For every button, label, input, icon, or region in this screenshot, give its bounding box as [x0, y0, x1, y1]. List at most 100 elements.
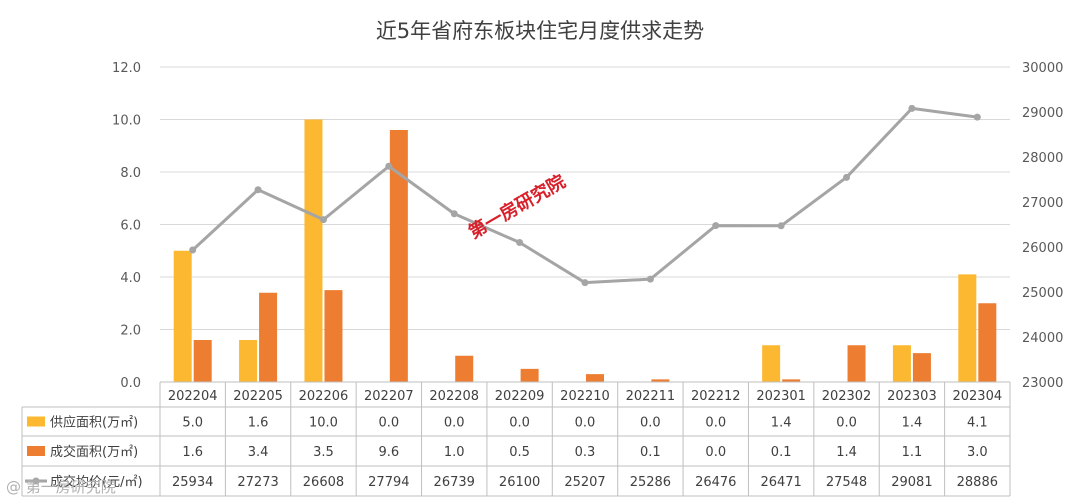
legend-key-marker: [32, 477, 40, 485]
table-cell: 26471: [760, 475, 801, 490]
supply-bar: [958, 274, 977, 382]
price-point: [646, 275, 654, 283]
left-tick-label: 6.0: [120, 219, 141, 234]
category-label: 202301: [756, 389, 806, 404]
transaction-bar: [782, 379, 801, 382]
gridlines: [160, 66, 1010, 330]
right-y-axis: 23000 24000 25000 26000 27000 28000 29000 30000: [1022, 61, 1063, 391]
table-cell: 0.0: [705, 416, 726, 431]
left-tick-label: 10.0: [112, 114, 141, 129]
transaction-bar: [389, 130, 408, 382]
right-tick-label: 23000: [1022, 376, 1063, 391]
left-tick-label: 8.0: [120, 166, 141, 181]
watermark-text: 第一房研究院: [465, 170, 570, 243]
category-label: 202304: [952, 389, 1002, 404]
table-cell: 27548: [826, 475, 867, 490]
table-cell: 1.4: [902, 416, 923, 431]
supply-bar: [892, 345, 911, 382]
table-cell: 5.0: [182, 416, 203, 431]
price-point: [516, 239, 524, 246]
price-point: [254, 186, 262, 194]
price-point: [712, 222, 720, 230]
table-cell: 28886: [957, 475, 998, 490]
table-cell: 0.5: [509, 445, 530, 460]
right-tick-label: 29000: [1022, 106, 1063, 121]
transaction-bar: [259, 292, 278, 382]
category-label: 202302: [822, 389, 872, 404]
table-cell: 0.0: [705, 445, 726, 460]
price-point: [908, 104, 916, 112]
price-point: [385, 162, 393, 170]
category-label: 202204: [168, 389, 218, 404]
table-cell: 1.1: [902, 445, 923, 460]
left-tick-label: 4.0: [120, 271, 141, 286]
category-label: 202210: [560, 389, 610, 404]
category-label: 202207: [364, 389, 414, 404]
supply-bar: [762, 345, 781, 382]
price-point: [189, 246, 197, 254]
table-cell: 25934: [172, 475, 213, 490]
table-cell: 1.4: [836, 445, 857, 460]
transaction-bar: [324, 290, 343, 382]
table-cell: 1.6: [182, 445, 203, 460]
transaction-bar: [455, 355, 474, 382]
legend-key-bar: [27, 416, 45, 427]
table-cell: 26608: [303, 475, 344, 490]
table-cell: 3.0: [967, 445, 988, 460]
table-cell: 9.6: [379, 445, 400, 460]
table-cell: 26739: [434, 475, 475, 490]
series-label: 成交均价(元/㎡): [50, 474, 143, 490]
chart-title: 近5年省府东板块住宅月度供求走势: [376, 19, 704, 43]
table-cell: 3.5: [313, 445, 334, 460]
price-point: [319, 216, 327, 224]
table-cell: 27273: [237, 475, 278, 490]
left-tick-label: 12.0: [112, 61, 141, 76]
table-cell: 0.0: [640, 416, 661, 431]
table-cell: 26100: [499, 475, 540, 490]
price-point: [843, 173, 851, 181]
data-table: 202204 202205 202206 202207 202208 202209 2022…: [21, 381, 1011, 497]
transaction-bar: [912, 353, 931, 382]
right-tick-label: 25000: [1022, 286, 1063, 301]
transaction-bar: [978, 303, 997, 382]
table-cell: 0.0: [575, 416, 596, 431]
price-point: [581, 279, 589, 287]
table-cell: 29081: [891, 475, 932, 490]
table-cell: 0.0: [444, 416, 465, 431]
category-label: 202205: [233, 389, 283, 404]
transaction-bar: [847, 345, 866, 382]
line-series: [189, 104, 981, 287]
left-tick-label: 0.0: [120, 376, 141, 391]
table-cell: 0.0: [379, 416, 400, 431]
category-label: 202209: [495, 389, 545, 404]
table-cell: 0.0: [509, 416, 530, 431]
transaction-bar: [651, 379, 670, 382]
supply-bar: [239, 340, 258, 382]
price-point: [777, 222, 785, 230]
table-cell: 25286: [630, 475, 671, 490]
category-label: 202211: [626, 389, 676, 404]
transaction-bar: [520, 368, 539, 382]
right-tick-label: 27000: [1022, 196, 1063, 211]
right-tick-label: 26000: [1022, 241, 1063, 256]
category-label: 202212: [691, 389, 741, 404]
table-cell: 27794: [368, 475, 409, 490]
legend-key-bar: [27, 446, 45, 456]
right-tick-label: 30000: [1022, 61, 1063, 76]
table-cell: 25207: [564, 475, 605, 490]
table-cell: 1.0: [444, 445, 465, 460]
category-label: 202208: [429, 389, 479, 404]
table-cell: 3.4: [248, 445, 269, 460]
left-y-axis: 0.0 2.0 4.0 6.0 8.0 10.0 12.0: [112, 61, 141, 391]
table-cell: 0.1: [640, 445, 661, 460]
bar-series: [173, 119, 997, 382]
price-point: [450, 210, 458, 218]
footer-watermark: @ 第一房研究院: [6, 478, 116, 496]
table-cell: 4.1: [967, 416, 988, 431]
transaction-bar: [193, 340, 212, 382]
table-cell: 10.0: [309, 416, 338, 431]
table-cell: 1.6: [248, 416, 269, 431]
table-cell: 0.0: [836, 416, 857, 431]
transaction-bar: [586, 374, 604, 382]
